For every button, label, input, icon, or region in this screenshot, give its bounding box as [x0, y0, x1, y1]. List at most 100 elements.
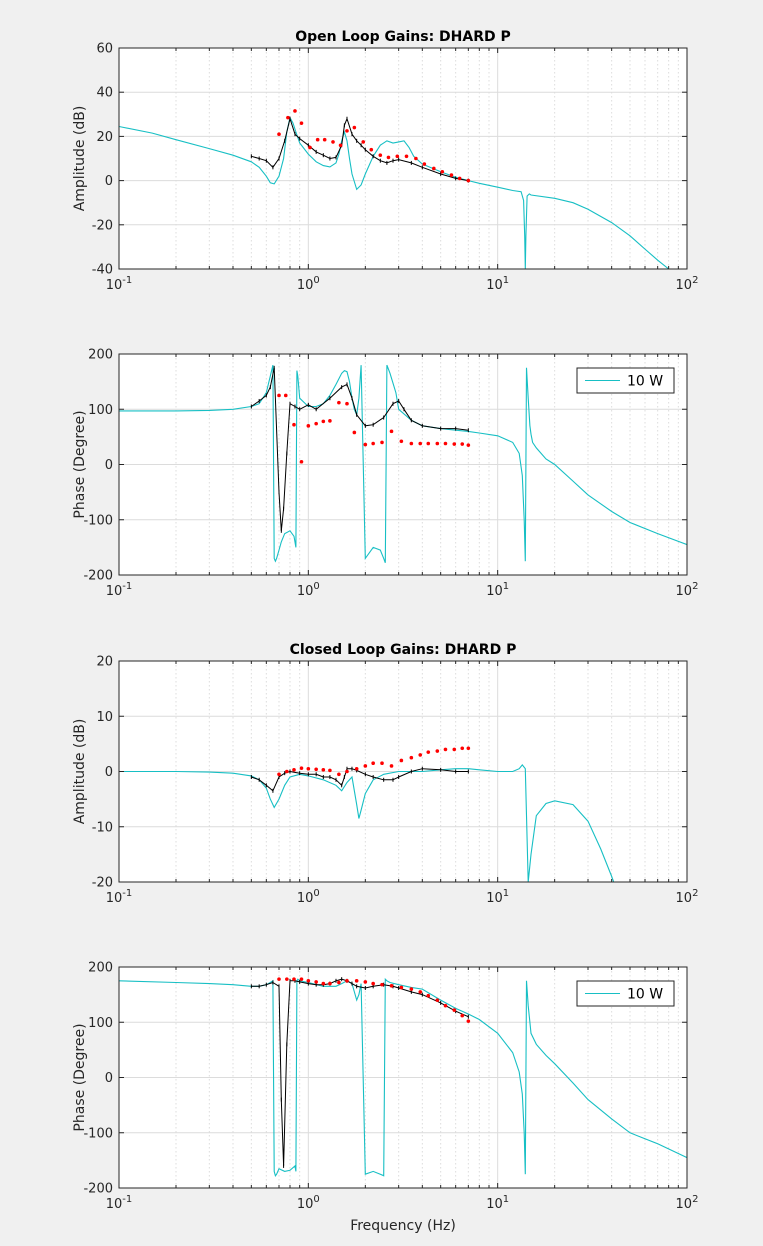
x-tick-label: 102	[676, 1194, 699, 1212]
y-tick-label: -20	[92, 218, 113, 233]
data-point	[435, 749, 440, 753]
x-tick-label: 101	[486, 1194, 509, 1212]
data-point	[315, 137, 320, 142]
data-point	[354, 979, 359, 983]
y-tick-label: -100	[83, 513, 113, 528]
data-point	[285, 977, 289, 981]
data-point	[380, 761, 384, 766]
data-point	[345, 769, 349, 774]
grid	[119, 48, 687, 269]
data-point	[426, 750, 431, 754]
closed-loop-amplitude-plot: Closed Loop Gains: DHARD P 10-1 100 101 102…	[72, 642, 698, 906]
y-tick-label: 0	[105, 458, 113, 473]
data-point	[337, 980, 341, 985]
data-point	[338, 143, 343, 148]
data-point	[352, 430, 357, 435]
x-tick-label: 102	[676, 275, 699, 293]
y-tick-label: 0	[105, 174, 113, 189]
data-point	[306, 424, 311, 428]
x-tick-label: 10-1	[106, 581, 133, 599]
measured-line	[251, 367, 469, 531]
model-line	[119, 364, 687, 563]
data-point	[292, 422, 296, 427]
model-line	[119, 764, 615, 882]
data-point	[466, 178, 471, 183]
x-tick-label: 100	[297, 275, 320, 293]
data-point	[389, 429, 394, 434]
data-point	[466, 1019, 471, 1023]
x-tick-label: 100	[297, 581, 320, 599]
data-point	[418, 753, 423, 757]
x-tick-label: 10-1	[106, 1194, 133, 1212]
data-point	[389, 983, 394, 988]
y-tick-label: 0	[105, 765, 113, 780]
data-point	[371, 981, 375, 986]
data-point	[466, 746, 471, 751]
y-tick-label: -10	[92, 820, 113, 835]
data-point	[345, 979, 349, 983]
data-point	[283, 393, 288, 398]
data-point	[457, 176, 462, 181]
data-point	[277, 393, 281, 398]
data-point	[443, 1003, 448, 1008]
data-point	[435, 441, 440, 446]
data-point	[292, 768, 296, 772]
plot-area	[119, 364, 687, 563]
data-point	[404, 154, 409, 159]
axes-background	[118, 47, 688, 270]
data-point	[314, 421, 318, 426]
data-point	[308, 145, 312, 150]
data-point	[426, 993, 431, 998]
data-point	[371, 441, 375, 446]
grid	[119, 967, 687, 1188]
plot-area	[119, 109, 670, 269]
x-tick-label: 102	[676, 888, 699, 906]
y-tick-label: 40	[96, 86, 113, 101]
data-point	[285, 769, 289, 774]
data-point	[452, 747, 457, 752]
data-point	[440, 169, 445, 174]
x-tick-label: 10-1	[106, 888, 133, 906]
data-point	[399, 439, 404, 444]
y-tick-label: -100	[83, 1126, 113, 1141]
grid	[119, 661, 687, 882]
data-point	[337, 772, 341, 777]
data-point	[314, 767, 318, 772]
data-point	[460, 442, 465, 446]
x-tick-label: 100	[297, 1194, 320, 1212]
x-tick-label: 101	[486, 581, 509, 599]
measured-line	[251, 768, 469, 792]
data-point	[409, 441, 414, 446]
data-point	[322, 137, 327, 142]
legend-label: 10 W	[627, 374, 663, 390]
open-loop-amplitude-plot: Open Loop Gains: DHARD P 10-1 100 101 102 -4…	[72, 29, 698, 293]
data-point	[432, 166, 436, 171]
data-point	[337, 400, 341, 405]
data-point	[409, 987, 414, 991]
data-point	[277, 772, 281, 777]
y-axis-label: Amplitude (dB)	[72, 106, 88, 212]
ticks: 10-1 100 101 102 -200 -100 0 100 200	[83, 348, 698, 600]
data-point	[386, 155, 391, 160]
data-point	[299, 459, 304, 464]
data-point	[409, 755, 414, 760]
data-point	[418, 990, 423, 994]
data-point	[399, 985, 404, 990]
data-point	[389, 764, 394, 768]
ticks: 10-1 100 101 102 -200 -100 0 100 200	[83, 961, 698, 1213]
data-point	[299, 121, 304, 125]
legend-label: 10 W	[627, 987, 663, 1003]
y-tick-label: 20	[96, 655, 113, 670]
closed-loop-phase-plot: Frequency (Hz) 10-1 100 101 102 -200 -100 0 100…	[72, 961, 698, 1235]
y-tick-label: -200	[83, 1182, 113, 1197]
data-point	[293, 109, 297, 113]
data-point	[371, 761, 375, 766]
ticks: 10-1 100 101 102 -20 -10 0 10 20	[92, 655, 699, 907]
data-point	[443, 747, 448, 752]
data-point	[314, 980, 318, 984]
y-axis-label: Phase (Degree)	[72, 410, 88, 518]
y-tick-label: 20	[96, 130, 113, 145]
data-point	[380, 440, 384, 445]
ticks: 10-1 100 101 102 -40 -20 0 20 40 60	[92, 42, 699, 294]
